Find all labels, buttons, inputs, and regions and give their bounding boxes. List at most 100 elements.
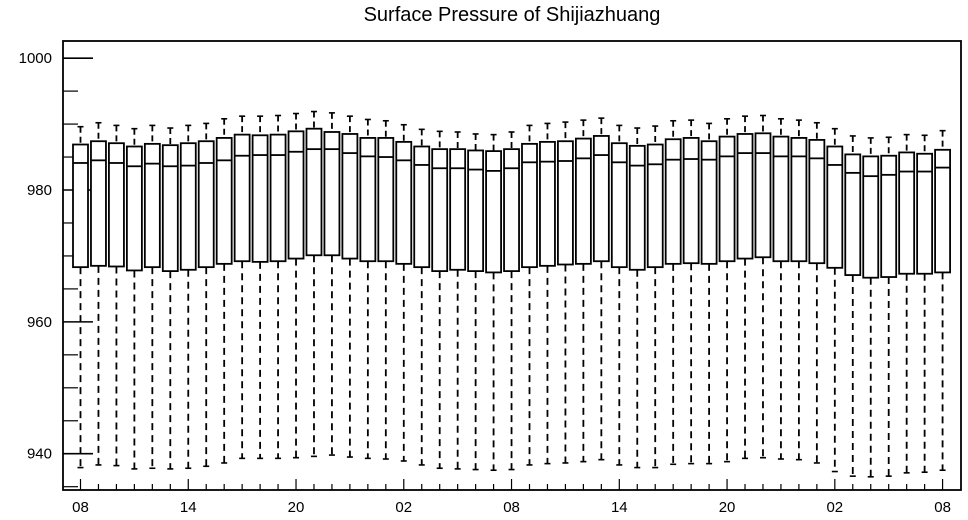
box-item xyxy=(898,133,916,474)
box-iqr xyxy=(916,152,934,275)
box-iqr xyxy=(646,143,664,269)
box-item xyxy=(682,119,700,465)
box-item xyxy=(557,121,574,464)
box-iqr xyxy=(664,138,682,265)
box-iqr xyxy=(592,135,610,263)
box-iqr xyxy=(215,137,233,265)
box-item xyxy=(269,114,287,460)
box-iqr xyxy=(736,133,754,260)
box-item xyxy=(844,135,862,477)
box-iqr xyxy=(934,148,951,274)
box-iqr xyxy=(503,148,520,273)
box-iqr xyxy=(772,135,790,263)
x-tick-label: 02 xyxy=(826,499,843,516)
box-item xyxy=(574,119,592,463)
x-tick-label: 20 xyxy=(719,499,736,516)
box-item xyxy=(125,127,143,470)
box-iqr xyxy=(718,135,736,263)
box-iqr xyxy=(557,140,574,266)
box-iqr xyxy=(72,143,89,269)
x-axis: 08 14 20 02 08 14 20 02 08 xyxy=(72,479,951,516)
box-item xyxy=(413,128,431,466)
box-item xyxy=(197,122,215,468)
box-item xyxy=(395,123,413,462)
box-item xyxy=(467,133,485,471)
box-iqr xyxy=(521,142,538,269)
box-item xyxy=(916,134,934,473)
box-iqr xyxy=(610,142,628,269)
box-iqr xyxy=(179,142,197,271)
x-tick-label: 14 xyxy=(611,499,628,516)
box-item xyxy=(90,121,107,466)
box-iqr xyxy=(143,142,161,269)
box-item xyxy=(700,122,718,465)
box-item xyxy=(736,115,754,460)
box-item xyxy=(359,118,377,460)
box-iqr xyxy=(862,155,880,279)
box-item xyxy=(664,119,682,466)
box-item xyxy=(72,125,89,469)
box-item xyxy=(790,119,808,461)
box-iqr xyxy=(377,137,395,263)
box-iqr xyxy=(413,145,431,269)
box-item xyxy=(251,115,269,460)
x-tick-label: 08 xyxy=(934,499,951,516)
box-item xyxy=(772,118,790,460)
box-item xyxy=(934,129,951,472)
box-iqr xyxy=(395,140,413,265)
box-iqr xyxy=(844,153,862,276)
chart-title: Surface Pressure of Shijiazhuang xyxy=(364,4,661,26)
box-item xyxy=(323,112,341,456)
box-iqr xyxy=(628,144,646,271)
box-item xyxy=(431,130,449,470)
box-item xyxy=(808,121,826,464)
box-item xyxy=(485,133,502,472)
box-item xyxy=(377,119,395,460)
box-item xyxy=(161,127,179,470)
box-item xyxy=(610,124,628,466)
box-iqr xyxy=(90,140,107,267)
box-item xyxy=(179,124,197,470)
box-item xyxy=(305,110,323,458)
box-item xyxy=(341,115,359,458)
box-item xyxy=(880,136,898,477)
y-tick-label: 980 xyxy=(27,182,52,199)
x-tick-label: 02 xyxy=(395,499,412,516)
box-iqr xyxy=(341,133,359,260)
box-item xyxy=(539,122,556,465)
x-tick-label: 14 xyxy=(180,499,197,516)
x-tick-label: 08 xyxy=(503,499,520,516)
box-item xyxy=(646,125,664,469)
box-item xyxy=(449,131,467,470)
box-item xyxy=(503,131,520,471)
y-axis: 940 960 980 1000 xyxy=(19,50,93,488)
box-item xyxy=(287,112,305,459)
box-item xyxy=(754,114,772,459)
box-item xyxy=(592,117,610,461)
box-iqr xyxy=(269,133,287,263)
box-item xyxy=(143,124,161,470)
box-series xyxy=(72,110,951,478)
box-iqr xyxy=(898,151,916,275)
box-iqr xyxy=(287,130,305,260)
box-item xyxy=(233,115,251,460)
y-tick-label: 960 xyxy=(27,314,52,331)
x-tick-label: 08 xyxy=(72,499,89,516)
y-tick-label: 940 xyxy=(27,446,52,463)
box-iqr xyxy=(431,148,449,273)
box-iqr xyxy=(485,150,502,274)
box-iqr xyxy=(574,137,592,265)
box-iqr xyxy=(467,149,485,273)
x-tick-label: 20 xyxy=(288,499,305,516)
box-iqr xyxy=(251,134,269,263)
box-iqr xyxy=(161,144,179,273)
box-iqr xyxy=(449,148,467,271)
box-iqr xyxy=(125,145,143,272)
box-iqr xyxy=(754,132,772,259)
box-iqr xyxy=(108,142,125,268)
box-iqr xyxy=(197,140,215,269)
box-iqr xyxy=(359,137,377,263)
box-item xyxy=(826,127,844,473)
box-item xyxy=(718,118,736,463)
